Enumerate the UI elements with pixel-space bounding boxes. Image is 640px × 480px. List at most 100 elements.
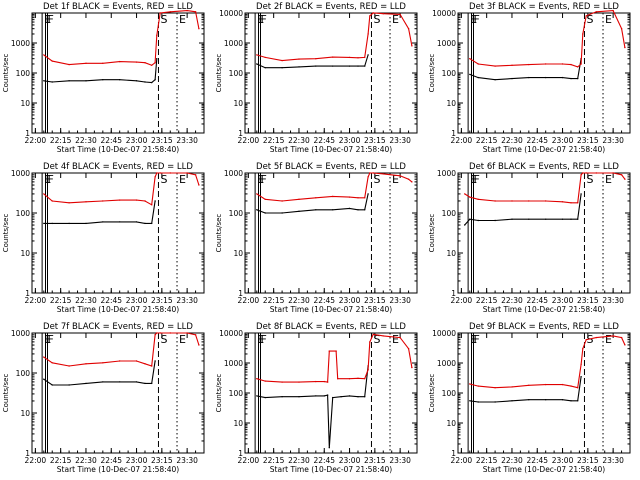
point-events — [281, 396, 283, 398]
x-tick-label: 23:15 — [364, 136, 386, 145]
point-events — [281, 67, 283, 69]
point-lld — [620, 336, 623, 339]
point-lld — [156, 332, 158, 334]
y-tick-label: 100 — [442, 69, 457, 78]
point-events — [332, 396, 334, 399]
x-tick-label: 22:15 — [263, 456, 285, 465]
marker-e2-label: E — [179, 173, 186, 186]
x-tick-label: 22:00 — [238, 136, 260, 145]
point-lld — [570, 385, 572, 387]
x-tick-label: 22:15 — [263, 296, 285, 305]
x-tick-label: 22:00 — [451, 296, 473, 305]
marker-e2-label: E — [392, 173, 399, 186]
point-lld — [68, 202, 70, 204]
plot-frame — [457, 12, 631, 134]
point-lld — [154, 62, 156, 64]
point-events — [580, 193, 582, 195]
x-tick-label: 22:15 — [476, 296, 498, 305]
series-events — [256, 54, 369, 69]
point-lld — [357, 377, 359, 379]
x-tick-label: 22:15 — [263, 136, 285, 145]
y-tick-label: 1000 — [437, 169, 456, 178]
marker-s-label: S — [586, 173, 593, 186]
plot-frame — [31, 332, 205, 454]
point-lld — [85, 62, 87, 64]
point-lld — [382, 13, 384, 15]
y-axis-label: Counts/sec — [2, 214, 10, 253]
point-lld — [135, 61, 138, 63]
marker-f-label: F — [473, 333, 479, 346]
point-events — [119, 79, 121, 81]
x-axis-label: Start Time (10-Dec-07 21:58:40) — [483, 145, 605, 154]
point-lld — [364, 197, 366, 199]
x-tick-label: 22:15 — [50, 136, 72, 145]
series-events — [43, 200, 156, 224]
point-events — [102, 381, 104, 383]
point-lld — [364, 378, 366, 380]
point-events — [144, 382, 146, 385]
x-axis-label: Start Time (10-Dec-07 21:58:40) — [270, 145, 392, 154]
point-lld — [186, 9, 188, 12]
point-events — [156, 58, 158, 60]
x-tick-label: 23:30 — [176, 456, 198, 465]
point-events — [367, 54, 369, 56]
y-axis-label: Counts/sec — [2, 374, 10, 413]
point-events — [51, 222, 53, 225]
x-tick-label: 22:30 — [288, 456, 310, 465]
point-events — [256, 395, 258, 397]
series-events — [469, 376, 582, 403]
y-tick-label: 1 — [25, 289, 30, 298]
point-lld — [323, 380, 325, 383]
point-lld — [169, 172, 171, 174]
plot-frame — [31, 172, 205, 294]
point-lld — [43, 54, 45, 56]
x-tick-label: 22:45 — [526, 296, 548, 305]
y-tick-label: 100 — [16, 209, 31, 218]
point-events — [43, 80, 45, 82]
point-events — [545, 218, 547, 220]
point-lld — [315, 380, 317, 383]
plot-frame — [244, 12, 418, 134]
point-events — [43, 222, 45, 225]
point-lld — [315, 58, 317, 60]
series-lld — [43, 332, 200, 367]
point-lld — [469, 383, 471, 385]
point-events — [511, 218, 513, 220]
point-lld — [348, 56, 351, 59]
x-tick-label: 22:45 — [313, 456, 335, 465]
y-tick-label: 10000 — [432, 329, 456, 338]
point-lld — [561, 201, 564, 203]
panel-det-5: Det 5f BLACK = Events, RED = LLD 1 10 100 10… — [215, 162, 418, 314]
x-tick-label: 22:00 — [451, 456, 473, 465]
x-tick-label: 22:15 — [476, 456, 498, 465]
point-lld — [281, 381, 283, 383]
series-lld — [43, 10, 200, 66]
point-lld — [399, 13, 401, 16]
point-lld — [369, 341, 371, 343]
y-tick-label: 10000 — [219, 329, 243, 338]
marker-f-label: F — [47, 333, 53, 346]
marker-e2-label: E — [179, 13, 186, 26]
point-events — [264, 212, 266, 214]
point-lld — [399, 175, 401, 177]
point-lld — [577, 202, 579, 204]
point-lld — [43, 356, 45, 358]
point-events — [144, 81, 146, 83]
x-tick-label: 22:45 — [526, 456, 548, 465]
x-tick-label: 23:00 — [552, 136, 574, 145]
point-lld — [477, 385, 479, 387]
y-tick-label: 1 — [451, 129, 456, 138]
point-lld — [159, 12, 161, 14]
point-lld — [528, 200, 530, 202]
y-tick-label: 1000 — [11, 329, 30, 338]
point-lld — [256, 193, 258, 195]
point-lld — [582, 172, 584, 174]
y-axis-label: Counts/sec — [428, 54, 436, 93]
x-tick-label: 22:15 — [476, 136, 498, 145]
x-tick-label: 23:00 — [339, 136, 361, 145]
point-lld — [367, 369, 369, 371]
point-events — [348, 65, 351, 67]
panel-title: Det 1f BLACK = Events, RED = LLD — [43, 2, 193, 12]
point-lld — [328, 350, 330, 352]
